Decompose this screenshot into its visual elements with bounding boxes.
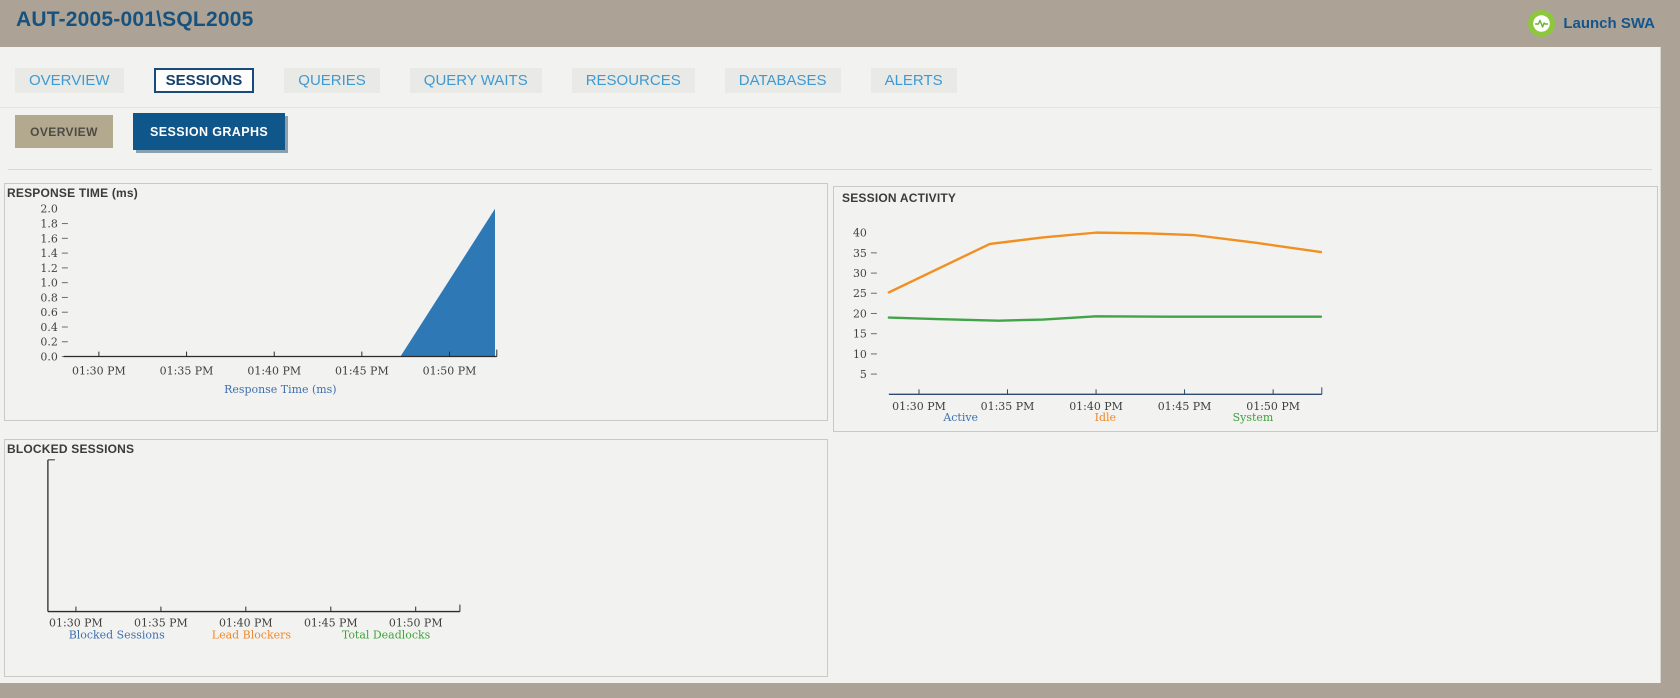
legend-label: Response Time (ms) [224,383,336,396]
tab-databases[interactable]: DATABASES [724,68,841,93]
blocked-sessions-panel: BLOCKED SESSIONS 01:30 PM 01:35 PM 01:40 P… [4,439,828,677]
legend-label: Idle [1095,411,1116,424]
y-axis-label: 25 [853,287,867,300]
y-axis-label: 0.2 [40,336,57,349]
x-axis-tick-label: 01:35 PM [981,400,1035,413]
subtab-divider [8,169,1652,170]
blocked-sessions-chart: 01:30 PM 01:35 PM 01:40 PM 01:45 PM 01:50 PM… [47,459,461,641]
y-axis-label: 1.0 [40,277,57,290]
server-title: AUT-2005-001\SQL2005 [16,8,254,31]
x-axis-tick-label: 01:30 PM [49,616,103,629]
blocked-sessions-title: BLOCKED SESSIONS [7,442,135,456]
y-axis-label: 2.0 [40,203,57,216]
x-axis-tick-label: 01:50 PM [423,364,477,377]
pulse-icon [1528,10,1556,37]
legend-label: Total Deadlocks [342,628,431,641]
launch-swa-label: Launch SWA [1563,15,1655,32]
x-axis-tick-label: 01:40 PM [247,364,301,377]
response-time-title: RESPONSE TIME (ms) [7,186,138,200]
x-axis-tick-label: 01:30 PM [72,364,126,377]
legend-label: System [1233,411,1274,424]
header-bar: AUT-2005-001\SQL2005 Launch SWA [0,0,1680,47]
session-activity-chart: 40 35 30 25 20 15 10 5 01:30 PM 01:35 PM 01:40 PM 0… [853,227,1323,424]
y-axis-label: 10 [853,348,867,361]
line-series [887,315,1323,322]
main-tab-bar: OVERVIEW SESSIONS QUERIES QUERY WAITS RE… [15,68,957,93]
response-time-chart: 2.0 1.81.6 1.4 1.2 1.00.8 0.6 0.4 0.2 0.0 01:30 P… [40,203,498,396]
y-axis-label: 20 [853,307,867,320]
y-axis-label: 5 [860,368,867,381]
x-axis-tick-label: 01:50 PM [389,616,443,629]
subtab-session-graphs[interactable]: SESSION GRAPHS [133,113,286,150]
subtab-overview[interactable]: OVERVIEW [15,115,113,148]
main-content: OVERVIEW SESSIONS QUERIES QUERY WAITS RE… [0,47,1661,683]
tab-queries[interactable]: QUERIES [284,68,380,93]
y-axis-label: 1.6 [40,232,57,245]
line-series [887,231,1323,294]
session-activity-title: SESSION ACTIVITY [842,191,957,205]
legend-label: Blocked Sessions [69,628,165,641]
area-series [400,208,496,357]
tab-alerts[interactable]: ALERTS [870,68,957,93]
x-axis-tick-label: 01:35 PM [134,616,188,629]
x-axis-tick-label: 01:35 PM [160,364,214,377]
x-axis-tick-label: 01:30 PM [892,400,946,413]
x-axis-tick-label: 01:45 PM [335,364,389,377]
tab-resources[interactable]: RESOURCES [571,68,695,93]
legend-label: Lead Blockers [212,628,292,641]
x-axis-tick-label: 01:50 PM [1246,400,1300,413]
response-time-panel: RESPONSE TIME (ms) 2.0 1.8 1.6 1.4 1.2 1.0 0.8… [4,183,828,421]
y-axis-label: 15 [853,328,867,341]
y-axis-label: 0.8 [40,291,57,304]
tab-strip-divider [0,107,1660,108]
tab-sessions[interactable]: SESSIONS [153,68,255,93]
y-axis-label: 0.6 [40,306,57,319]
x-axis-tick-label: 01:40 PM [1069,400,1123,413]
y-axis-label: 1.8 [40,218,57,231]
x-axis-tick-label: 01:45 PM [1158,400,1212,413]
y-axis-label: 1.2 [40,262,57,275]
legend-label: Active [942,411,978,424]
launch-swa-button[interactable]: Launch SWA [1528,10,1655,37]
y-axis-label: 30 [853,267,867,280]
y-axis-label: 40 [853,227,867,240]
y-axis-label: 0.0 [40,351,57,364]
session-activity-panel: SESSION ACTIVITY 40 35 30 25 20 15 10 5 01:30 PM… [833,186,1658,432]
x-axis-tick-label: 01:45 PM [304,616,358,629]
y-axis-label: 1.4 [40,247,57,260]
tab-query-waits[interactable]: QUERY WAITS [409,68,542,93]
x-axis-tick-label: 01:40 PM [219,616,273,629]
tab-overview[interactable]: OVERVIEW [15,68,124,93]
y-axis-label: 35 [853,247,867,260]
bottom-bar [0,683,1680,698]
y-axis-label: 0.4 [40,321,57,334]
